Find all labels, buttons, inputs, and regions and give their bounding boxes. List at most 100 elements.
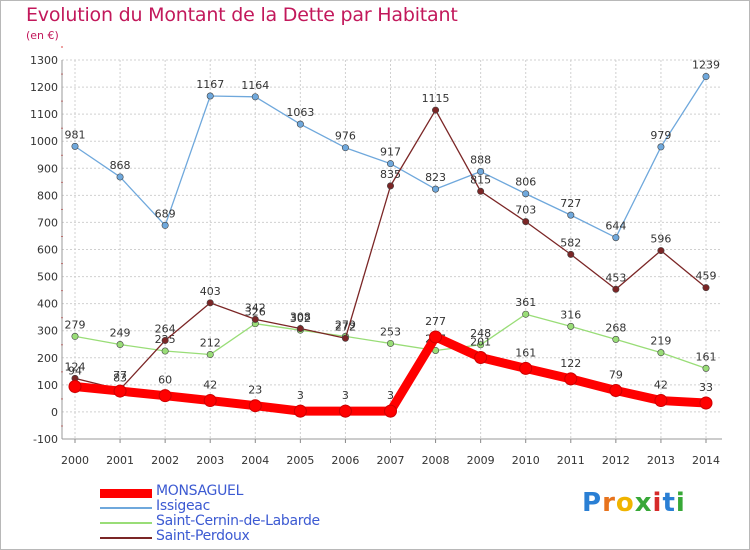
y-tick-label: 1000 xyxy=(30,135,58,148)
data-label: 264 xyxy=(155,322,176,335)
y-tick-label: 500 xyxy=(37,271,58,284)
data-label: 122 xyxy=(560,357,581,370)
data-label: 3 xyxy=(342,389,349,402)
logo-letter: P xyxy=(582,488,603,518)
data-label: 981 xyxy=(65,128,86,141)
data-point xyxy=(68,379,82,393)
data-label: 703 xyxy=(515,204,536,217)
y-tick-label: 700 xyxy=(37,216,58,229)
data-label: 868 xyxy=(110,159,131,172)
y-tick-label: 300 xyxy=(37,325,58,338)
data-point xyxy=(161,336,169,344)
data-point xyxy=(477,341,485,349)
y-tick-label: 0 xyxy=(51,406,58,419)
data-label: 689 xyxy=(155,207,176,220)
data-label: 277 xyxy=(425,315,446,328)
data-point xyxy=(71,332,79,340)
legend-swatch xyxy=(100,537,152,539)
data-point xyxy=(657,247,665,255)
y-tick-label: -100 xyxy=(33,433,58,446)
y-tick-label: 800 xyxy=(37,189,58,202)
legend-label: Issigeac xyxy=(156,498,210,514)
x-tick-label: 2001 xyxy=(106,454,134,467)
data-point xyxy=(116,173,124,181)
data-label: 403 xyxy=(200,285,221,298)
legend-swatch xyxy=(100,507,152,509)
data-label: 453 xyxy=(605,271,626,284)
data-label: 279 xyxy=(65,318,86,331)
data-label: 33 xyxy=(699,381,713,394)
data-label: 1164 xyxy=(241,79,269,92)
data-label: 342 xyxy=(245,301,266,314)
data-label: 316 xyxy=(560,308,581,321)
data-point xyxy=(612,335,620,343)
x-tick-label: 2008 xyxy=(422,454,450,467)
legend-label: Saint-Perdoux xyxy=(156,528,250,544)
chart-title: Evolution du Montant de la Dette par Hab… xyxy=(26,4,458,26)
data-label: 361 xyxy=(515,296,536,309)
logo-letter: i xyxy=(652,488,663,518)
logo-letter: x xyxy=(634,488,653,518)
data-label: 1115 xyxy=(422,92,450,105)
data-label: 979 xyxy=(650,129,671,142)
chart-subtitle: (en €) xyxy=(26,29,59,42)
data-point xyxy=(657,349,665,357)
data-label: 835 xyxy=(380,168,401,181)
data-label: 727 xyxy=(560,197,581,210)
data-label: 253 xyxy=(380,325,401,338)
data-label: 249 xyxy=(110,327,131,340)
data-point xyxy=(474,351,488,365)
data-point xyxy=(609,384,623,398)
data-point xyxy=(432,106,440,114)
data-point xyxy=(203,394,217,408)
data-label: 823 xyxy=(425,171,446,184)
data-label: 212 xyxy=(200,337,221,350)
data-label: 302 xyxy=(290,312,311,325)
data-label: 3 xyxy=(297,389,304,402)
data-label: 60 xyxy=(158,374,172,387)
data-label: 459 xyxy=(696,270,717,283)
data-label: 976 xyxy=(335,130,356,143)
data-point xyxy=(386,160,394,168)
data-point xyxy=(338,404,352,418)
data-label: 272 xyxy=(335,320,356,333)
data-point xyxy=(432,185,440,193)
data-label: 326 xyxy=(245,306,266,319)
data-point xyxy=(477,187,485,195)
data-point xyxy=(341,144,349,152)
data-label: 94 xyxy=(68,364,82,377)
data-label: 3 xyxy=(387,389,394,402)
x-tick-label: 2014 xyxy=(692,454,720,467)
data-point xyxy=(293,404,307,418)
legend-label: Saint-Cernin-de-Labarde xyxy=(156,513,320,529)
data-label: 161 xyxy=(696,350,717,363)
data-label: 23 xyxy=(248,384,262,397)
x-tick-label: 2013 xyxy=(647,454,675,467)
data-point xyxy=(699,396,713,410)
data-point xyxy=(296,325,304,333)
data-point xyxy=(477,168,485,176)
data-point xyxy=(519,361,533,375)
data-point xyxy=(113,384,127,398)
x-tick-label: 2000 xyxy=(61,454,89,467)
x-tick-label: 2006 xyxy=(331,454,359,467)
data-point xyxy=(702,284,710,292)
data-point xyxy=(296,120,304,128)
data-label: 268 xyxy=(605,321,626,334)
y-tick-label: 1300 xyxy=(30,54,58,67)
data-label: 815 xyxy=(470,173,491,186)
legend-swatch xyxy=(100,488,152,498)
data-point xyxy=(702,364,710,372)
data-point xyxy=(251,93,259,101)
data-label: 1167 xyxy=(196,78,224,91)
x-tick-label: 2005 xyxy=(286,454,314,467)
data-label: 124 xyxy=(65,360,86,373)
data-point xyxy=(251,315,259,323)
data-label: 1239 xyxy=(692,59,720,72)
y-tick-label: 200 xyxy=(37,352,58,365)
data-point xyxy=(384,404,397,418)
data-point xyxy=(522,190,530,198)
data-point xyxy=(567,250,575,258)
proxiti-logo: Proxiti xyxy=(582,488,686,518)
